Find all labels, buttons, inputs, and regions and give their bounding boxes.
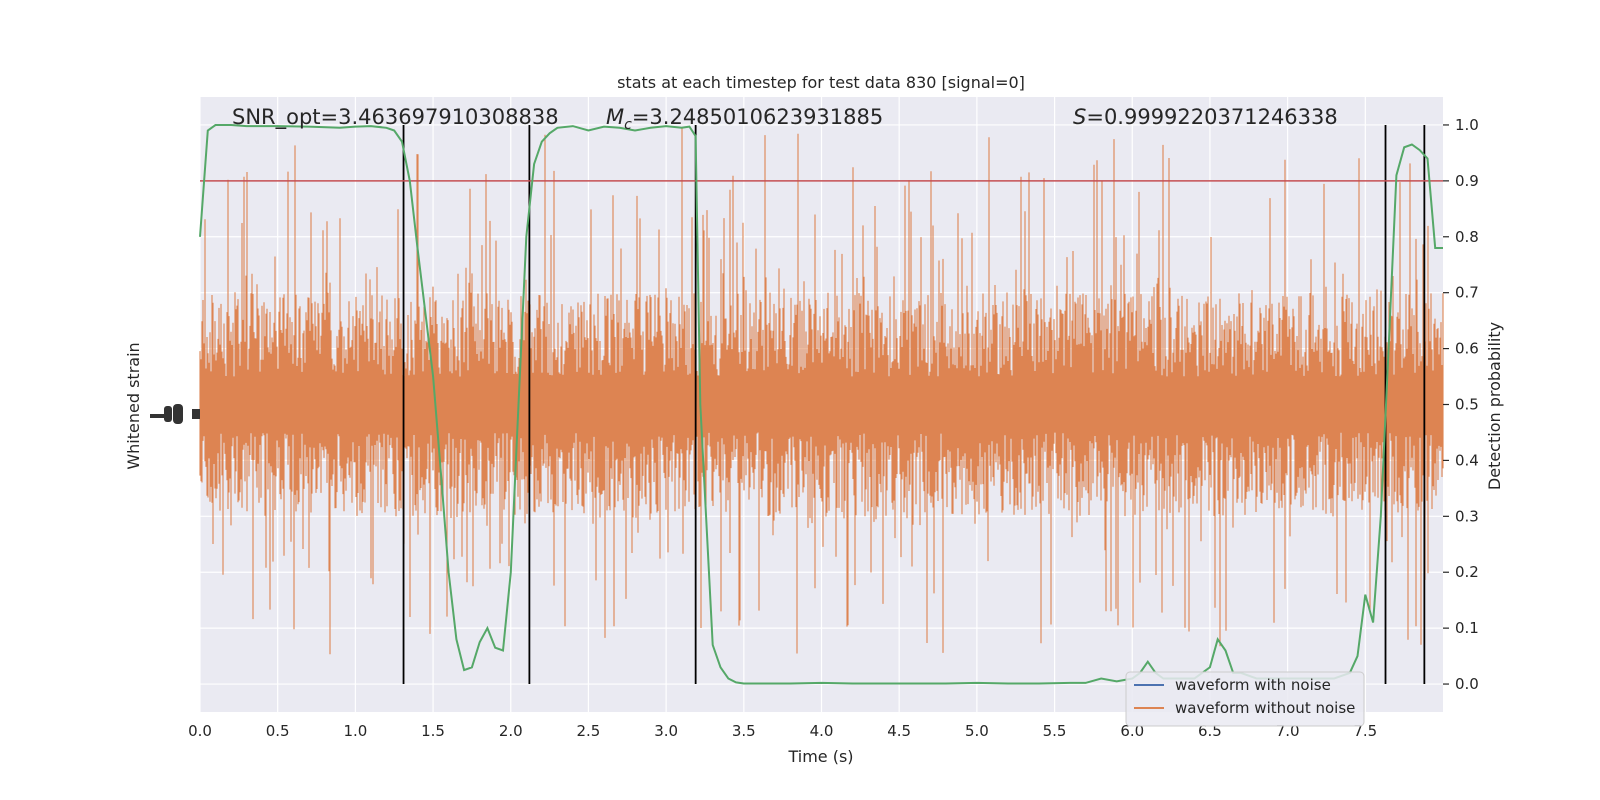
y-tick-label: 0.7 [1455, 284, 1479, 302]
x-tick-label: 5.5 [1043, 722, 1067, 740]
y-tick-label: 0.9 [1455, 172, 1479, 190]
y-tick-label: 1.0 [1455, 116, 1479, 134]
y-tick-label: 0.8 [1455, 228, 1479, 246]
y-tick-label: 0.5 [1455, 396, 1479, 414]
x-tick-label: 4.5 [887, 722, 911, 740]
legend-label-without-noise: waveform without noise [1175, 699, 1355, 717]
x-tick-label: 3.5 [732, 722, 756, 740]
x-tick-label: 2.0 [499, 722, 523, 740]
legend: waveform with noise waveform without noi… [1125, 671, 1365, 727]
y-tick-label: 0.4 [1455, 451, 1479, 469]
x-tick-label: 3.0 [654, 722, 678, 740]
x-tick-label: 1.0 [343, 722, 367, 740]
left-axis-collapsed-ticks [150, 404, 200, 424]
x-tick-label: 5.0 [965, 722, 989, 740]
x-tick-label: 1.5 [421, 722, 445, 740]
x-tick-label: 0.0 [188, 722, 212, 740]
y-axis-label-left: Whitened strain [124, 342, 143, 469]
chart-title: stats at each timestep for test data 830… [617, 73, 1025, 92]
chirp-mass-annotation: Mc=3.2485010623931885 [606, 105, 883, 133]
legend-label-with-noise: waveform with noise [1175, 676, 1331, 694]
snr-annotation: SNR_opt=3.463697910308838 [232, 105, 559, 130]
y-tick-label: 0.1 [1455, 619, 1479, 637]
score-annotation: S=0.9999220371246338 [1073, 105, 1338, 129]
legend-box [1125, 671, 1365, 727]
x-tick-label: 0.5 [266, 722, 290, 740]
y-tick-label: 0.6 [1455, 340, 1479, 358]
y-tick-label: 0.2 [1455, 563, 1479, 581]
x-tick-label: 4.0 [810, 722, 834, 740]
y-tick-label: 0.0 [1455, 675, 1479, 693]
x-axis-label: Time (s) [787, 747, 853, 766]
x-tick-label: 2.5 [577, 722, 601, 740]
y-right-tick-labels: 0.0 0.1 0.2 0.3 0.4 0.5 0.6 0.7 0.8 0.9 1.0 [1443, 116, 1479, 693]
y-tick-label: 0.3 [1455, 507, 1479, 525]
y-axis-label-right: Detection probability [1485, 322, 1504, 490]
